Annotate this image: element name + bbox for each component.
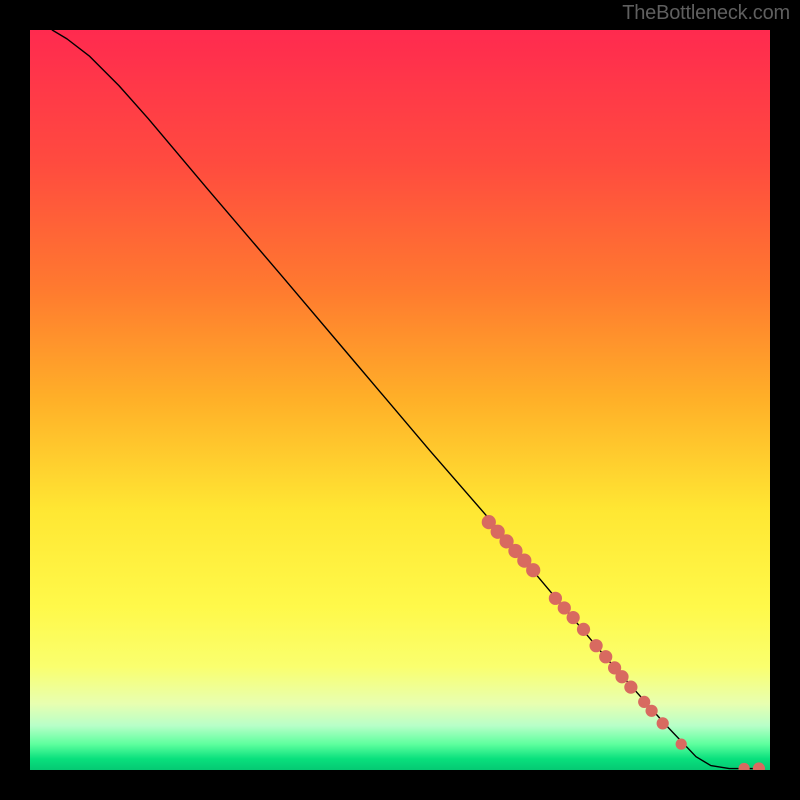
plot-svg xyxy=(30,30,770,770)
data-marker xyxy=(492,526,504,538)
data-marker xyxy=(578,624,589,635)
data-marker xyxy=(639,697,649,707)
data-marker xyxy=(568,612,579,623)
data-marker xyxy=(740,764,749,770)
data-marker xyxy=(483,516,495,528)
attribution-text: TheBottleneck.com xyxy=(622,2,790,25)
data-marker xyxy=(677,740,686,749)
gradient-background xyxy=(30,30,770,770)
data-marker xyxy=(501,535,513,547)
data-marker xyxy=(550,593,561,604)
data-marker xyxy=(754,764,764,770)
plot-area xyxy=(30,30,770,770)
data-marker xyxy=(527,564,539,576)
data-marker xyxy=(518,555,530,567)
data-marker xyxy=(647,706,657,716)
chart-stage: TheBottleneck.com xyxy=(0,0,800,800)
data-marker xyxy=(625,682,636,693)
data-marker xyxy=(509,545,521,557)
data-marker xyxy=(591,640,602,651)
data-marker xyxy=(658,718,668,728)
data-marker xyxy=(617,671,628,682)
data-marker xyxy=(559,602,570,613)
data-marker xyxy=(600,651,611,662)
